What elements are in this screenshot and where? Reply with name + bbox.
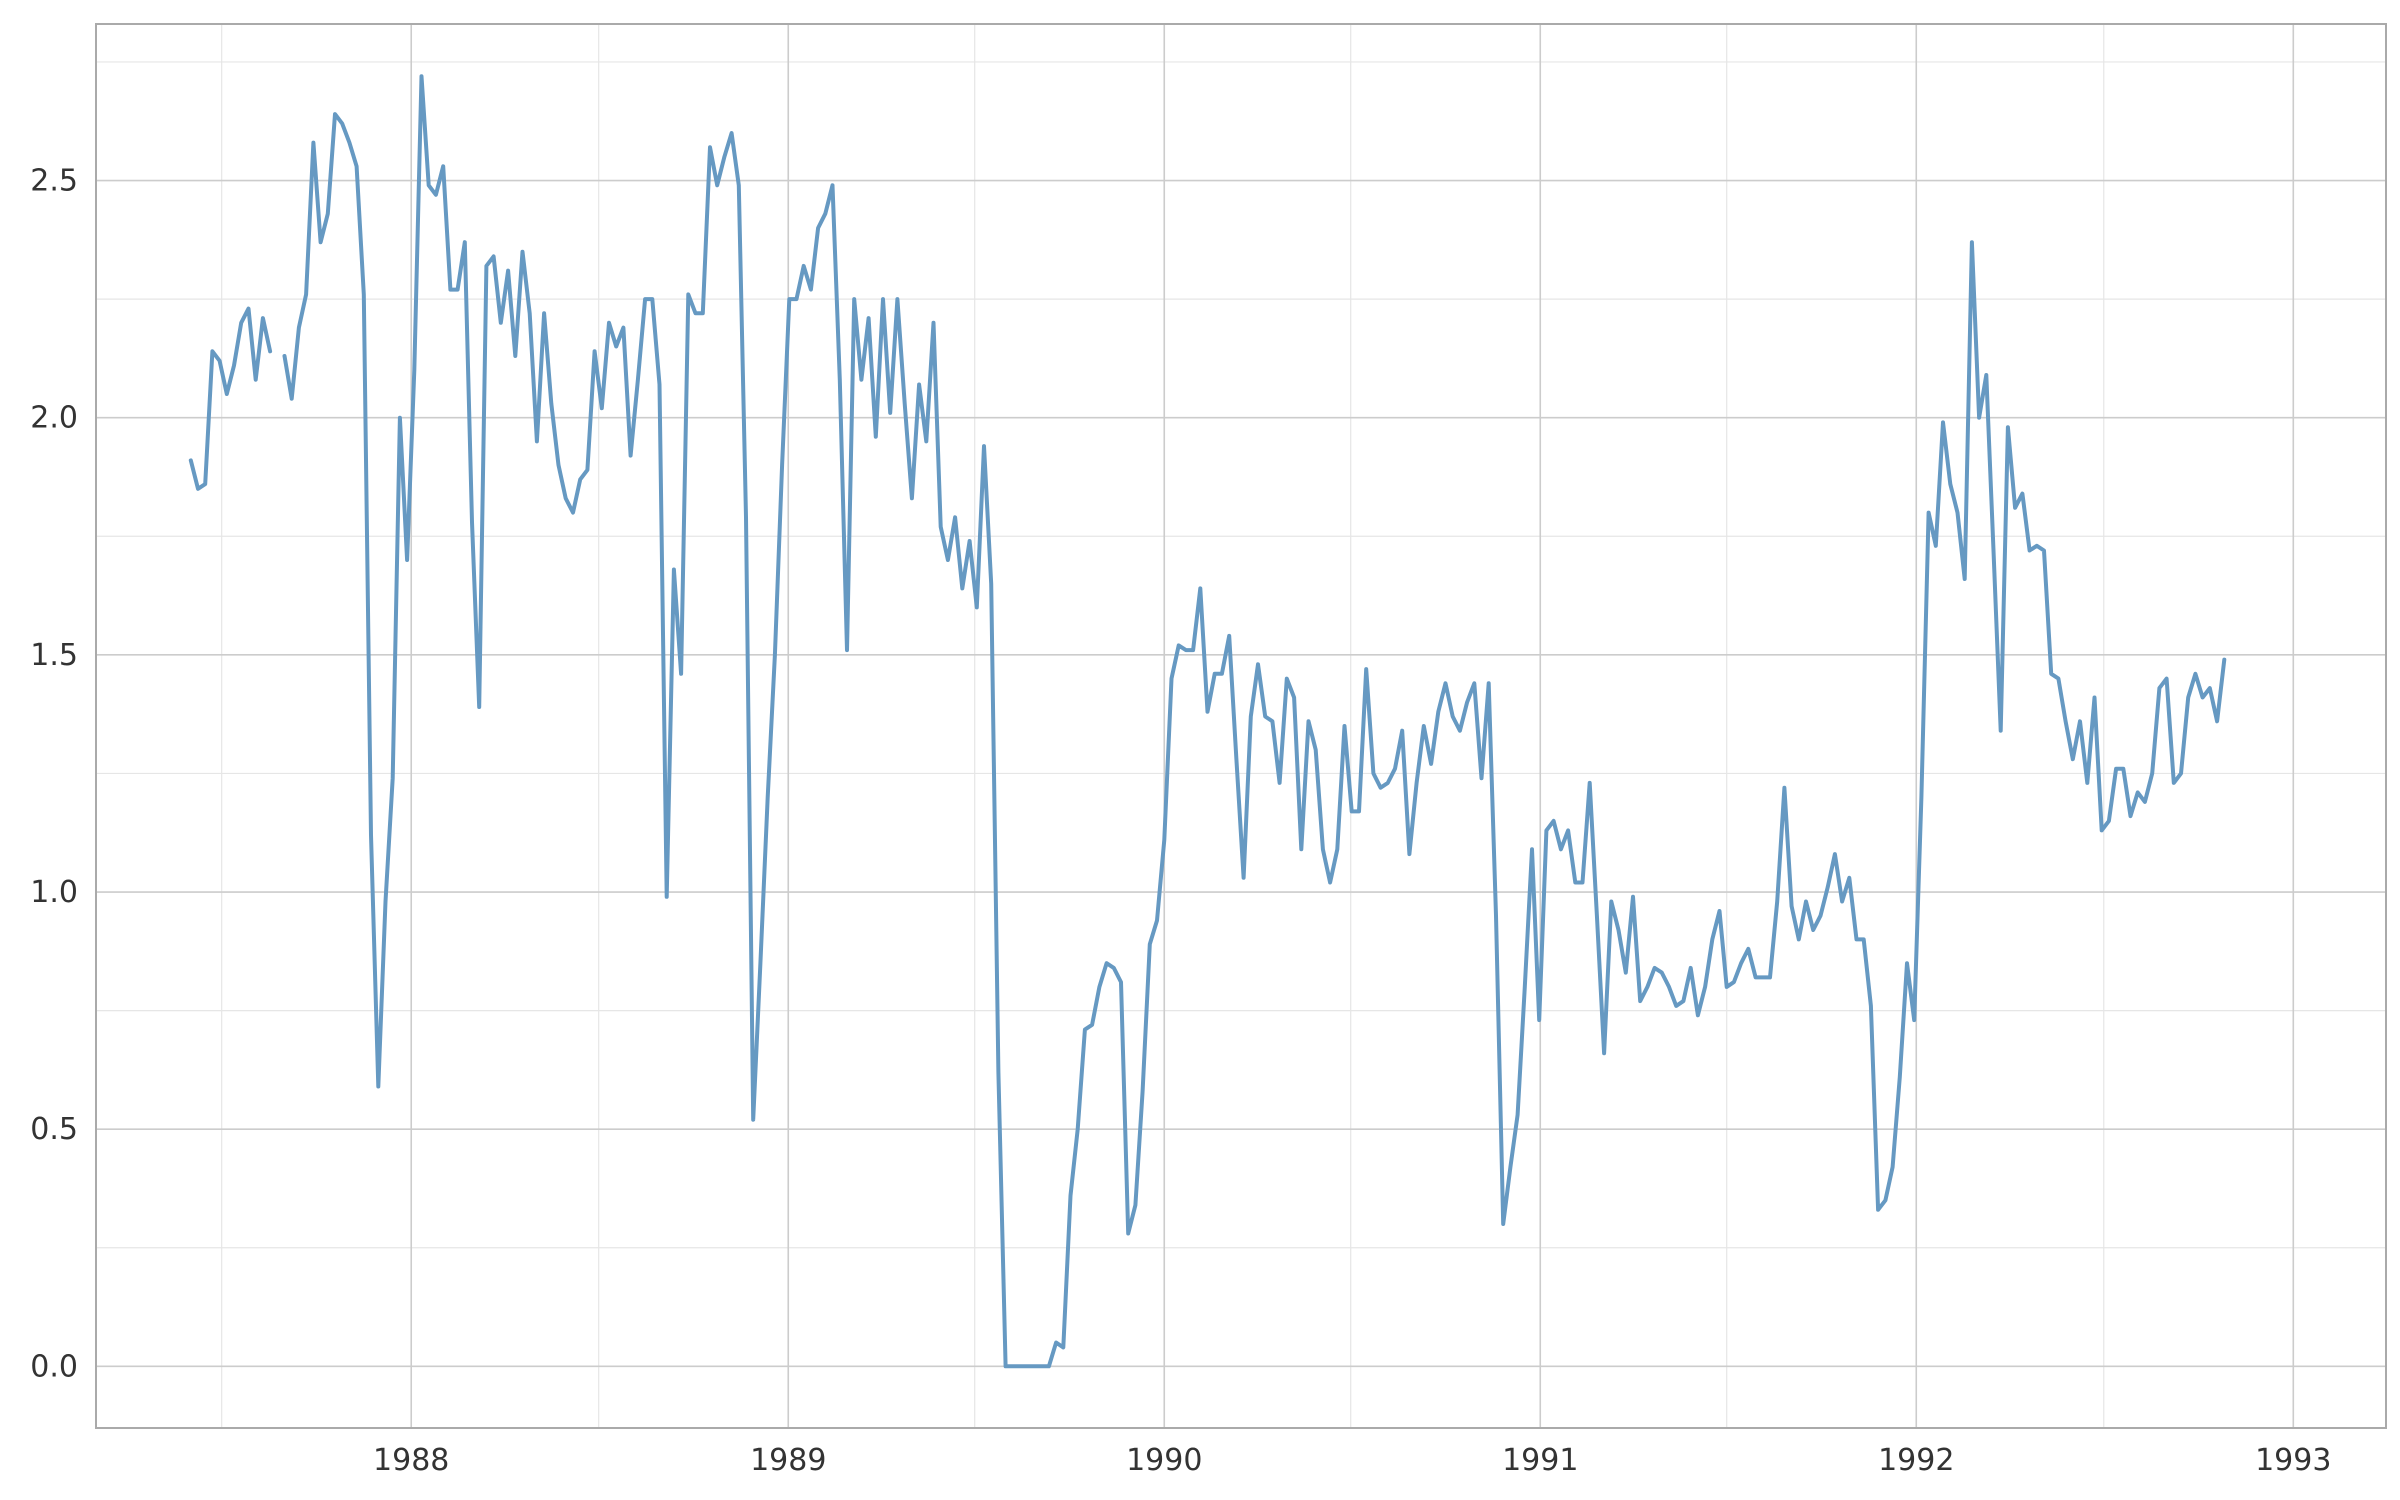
series-layer	[188, 74, 2227, 1369]
x-axis-tick-labels: 1988 1989 1990 1991 1992 1993	[373, 1443, 2331, 1478]
plot-border	[95, 23, 2387, 1429]
x-tick-label: 1991	[1502, 1443, 1578, 1478]
y-tick-label: 0.0	[30, 1349, 78, 1384]
x-tick-label: 1989	[750, 1443, 826, 1478]
x-tick-label: 1988	[373, 1443, 449, 1478]
y-axis-tick-labels: 0.0 0.5 1.0 1.5 2.0 2.5	[30, 164, 78, 1385]
y-tick-label: 2.5	[30, 164, 78, 199]
y-tick-label: 2.0	[30, 401, 78, 436]
grid	[96, 24, 2386, 1428]
x-tick-label: 1992	[1878, 1443, 1954, 1478]
y-tick-label: 0.5	[30, 1112, 78, 1147]
y-tick-label: 1.0	[30, 875, 78, 910]
series-line	[188, 74, 2227, 1369]
y-tick-label: 1.5	[30, 638, 78, 673]
x-tick-label: 1993	[2255, 1443, 2331, 1478]
x-tick-label: 1990	[1126, 1443, 1202, 1478]
